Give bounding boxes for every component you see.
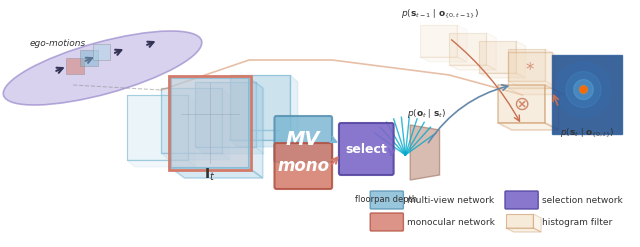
- Text: ego-motions: ego-motions: [29, 39, 86, 48]
- FancyBboxPatch shape: [370, 191, 403, 209]
- Polygon shape: [80, 50, 98, 66]
- Polygon shape: [498, 123, 559, 130]
- Circle shape: [580, 85, 588, 94]
- Text: select: select: [346, 143, 387, 156]
- Circle shape: [556, 62, 611, 118]
- Polygon shape: [479, 41, 516, 73]
- Polygon shape: [195, 82, 256, 147]
- Polygon shape: [171, 168, 263, 178]
- Polygon shape: [486, 33, 496, 70]
- Text: floorpan depth: floorpan depth: [355, 195, 417, 204]
- Circle shape: [573, 80, 593, 100]
- Polygon shape: [508, 88, 564, 95]
- Polygon shape: [161, 153, 230, 160]
- Text: histogram filter: histogram filter: [542, 218, 612, 226]
- Polygon shape: [410, 125, 440, 180]
- Polygon shape: [506, 214, 533, 228]
- Polygon shape: [249, 78, 263, 178]
- Polygon shape: [516, 41, 525, 78]
- Polygon shape: [161, 88, 221, 153]
- Polygon shape: [457, 25, 467, 62]
- Polygon shape: [67, 58, 84, 74]
- Text: MV: MV: [286, 129, 321, 148]
- Polygon shape: [230, 75, 290, 140]
- Text: monocular network: monocular network: [407, 218, 495, 226]
- Text: multi-view network: multi-view network: [407, 195, 495, 205]
- Polygon shape: [479, 73, 525, 78]
- Text: mono: mono: [277, 157, 330, 175]
- Polygon shape: [256, 82, 264, 154]
- Polygon shape: [230, 140, 298, 147]
- FancyBboxPatch shape: [339, 123, 394, 175]
- Polygon shape: [498, 85, 545, 123]
- Ellipse shape: [3, 31, 202, 105]
- Polygon shape: [506, 228, 541, 232]
- Polygon shape: [545, 85, 559, 130]
- Polygon shape: [290, 75, 298, 147]
- Polygon shape: [449, 33, 486, 65]
- FancyBboxPatch shape: [370, 213, 403, 231]
- Text: ⊗: ⊗: [513, 95, 530, 114]
- Polygon shape: [449, 65, 496, 70]
- FancyBboxPatch shape: [505, 191, 538, 209]
- Circle shape: [580, 86, 586, 93]
- Polygon shape: [195, 147, 264, 154]
- Polygon shape: [221, 88, 230, 160]
- Polygon shape: [533, 214, 541, 232]
- Polygon shape: [171, 78, 249, 168]
- Text: $p(\mathbf{s}_t \mid \mathbf{o}_{\{0,t\}})$: $p(\mathbf{s}_t \mid \mathbf{o}_{\{0,t\}…: [560, 127, 614, 139]
- Text: $p(\mathbf{s}_{t-1} \mid \mathbf{o}_{\{0,t-1\}})$: $p(\mathbf{s}_{t-1} \mid \mathbf{o}_{\{0…: [401, 7, 479, 20]
- Polygon shape: [127, 95, 188, 160]
- Text: $\mathbf{I}_t$: $\mathbf{I}_t$: [204, 167, 216, 184]
- Polygon shape: [508, 52, 552, 88]
- Polygon shape: [420, 57, 467, 62]
- FancyBboxPatch shape: [275, 143, 332, 189]
- Circle shape: [566, 72, 601, 107]
- Text: selection network: selection network: [542, 195, 623, 205]
- Polygon shape: [508, 81, 555, 86]
- Text: *: *: [525, 61, 534, 79]
- Polygon shape: [188, 95, 195, 167]
- Polygon shape: [127, 160, 195, 167]
- Polygon shape: [545, 49, 555, 86]
- Bar: [552, 55, 622, 134]
- FancyBboxPatch shape: [275, 116, 332, 162]
- Polygon shape: [93, 44, 110, 60]
- Text: $p(\mathbf{o}_t \mid \mathbf{s}_t)$: $p(\mathbf{o}_t \mid \mathbf{s}_t)$: [407, 107, 447, 120]
- Polygon shape: [508, 49, 545, 81]
- Polygon shape: [420, 25, 457, 57]
